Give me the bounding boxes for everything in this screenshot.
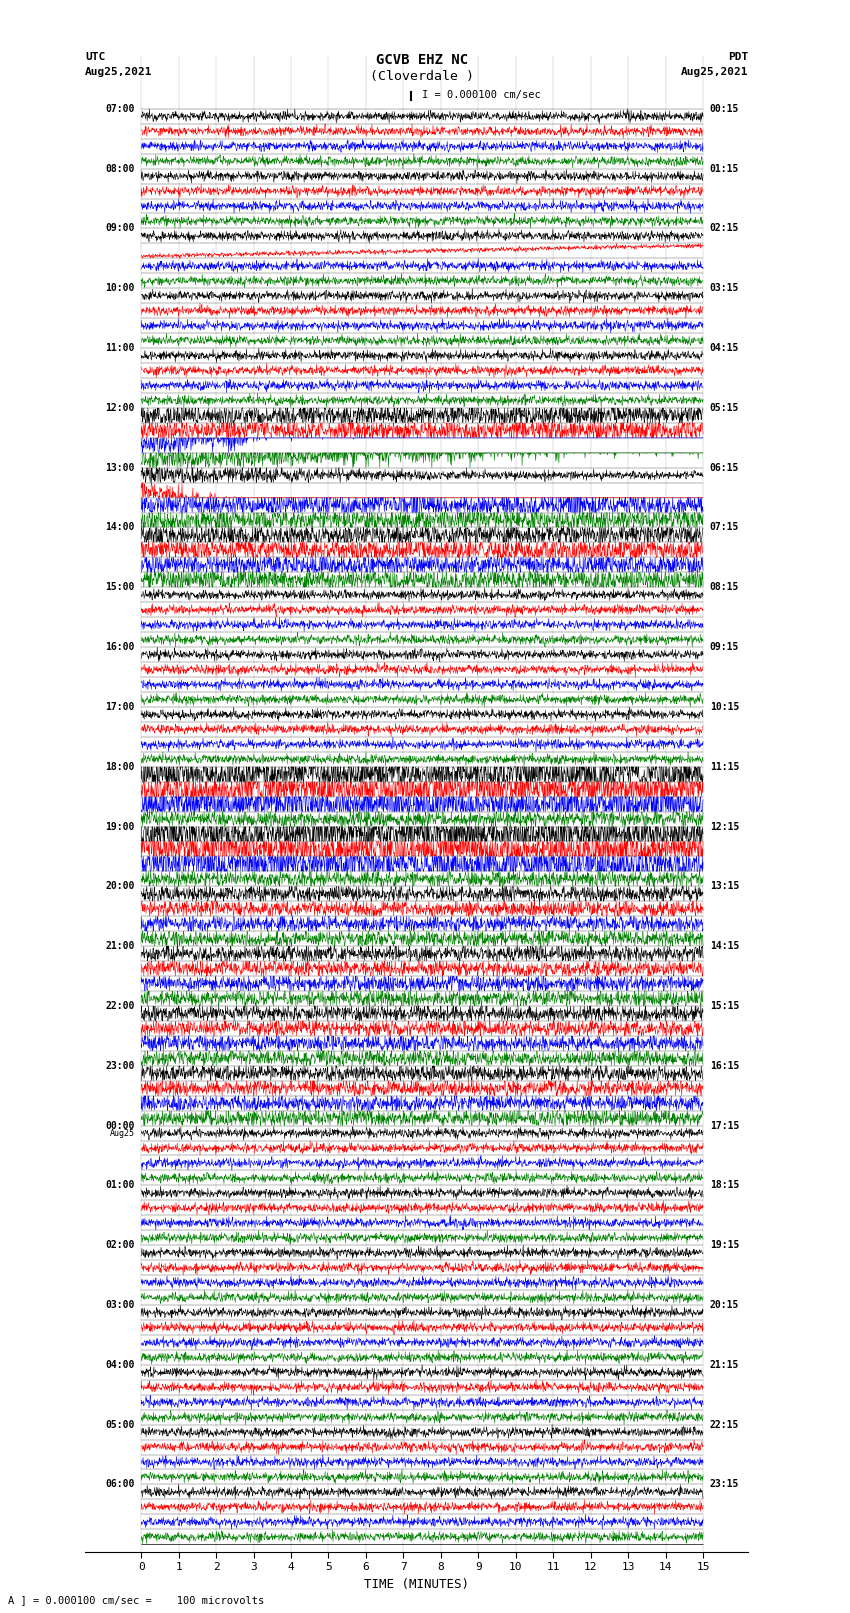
Text: 14:15: 14:15 xyxy=(710,940,740,952)
Text: 12:15: 12:15 xyxy=(710,821,740,832)
Text: 02:15: 02:15 xyxy=(710,224,740,234)
Text: 15:00: 15:00 xyxy=(105,582,134,592)
Text: 11:15: 11:15 xyxy=(710,761,740,771)
Text: 09:00: 09:00 xyxy=(105,224,134,234)
Text: 09:15: 09:15 xyxy=(710,642,740,652)
Text: 00:00: 00:00 xyxy=(105,1121,134,1131)
Text: 01:00: 01:00 xyxy=(105,1181,134,1190)
Text: (Cloverdale ): (Cloverdale ) xyxy=(370,71,474,84)
Text: 08:15: 08:15 xyxy=(710,582,740,592)
Text: 14:00: 14:00 xyxy=(105,523,134,532)
X-axis label: TIME (MINUTES): TIME (MINUTES) xyxy=(364,1578,469,1590)
Text: 17:15: 17:15 xyxy=(710,1121,740,1131)
Text: 21:15: 21:15 xyxy=(710,1360,740,1369)
Text: 21:00: 21:00 xyxy=(105,940,134,952)
Text: 15:15: 15:15 xyxy=(710,1002,740,1011)
Text: 19:15: 19:15 xyxy=(710,1240,740,1250)
Text: GCVB EHZ NC: GCVB EHZ NC xyxy=(376,53,468,66)
Text: 22:00: 22:00 xyxy=(105,1002,134,1011)
Text: 22:15: 22:15 xyxy=(710,1419,740,1429)
Text: 00:15: 00:15 xyxy=(710,103,740,115)
Text: 12:00: 12:00 xyxy=(105,403,134,413)
Text: 13:15: 13:15 xyxy=(710,881,740,892)
Text: 02:00: 02:00 xyxy=(105,1240,134,1250)
Text: UTC: UTC xyxy=(85,53,105,63)
Text: 11:00: 11:00 xyxy=(105,344,134,353)
Text: 05:15: 05:15 xyxy=(710,403,740,413)
Text: 06:00: 06:00 xyxy=(105,1479,134,1489)
Text: 18:15: 18:15 xyxy=(710,1181,740,1190)
Text: PDT: PDT xyxy=(728,53,748,63)
Text: 20:00: 20:00 xyxy=(105,881,134,892)
Text: 23:00: 23:00 xyxy=(105,1061,134,1071)
Text: 18:00: 18:00 xyxy=(105,761,134,771)
Text: Aug25,2021: Aug25,2021 xyxy=(681,68,748,77)
Text: 04:00: 04:00 xyxy=(105,1360,134,1369)
Text: 20:15: 20:15 xyxy=(710,1300,740,1310)
Text: 05:00: 05:00 xyxy=(105,1419,134,1429)
Text: 17:00: 17:00 xyxy=(105,702,134,711)
Text: 08:00: 08:00 xyxy=(105,163,134,174)
Text: Aug25,2021: Aug25,2021 xyxy=(85,68,152,77)
Text: 16:00: 16:00 xyxy=(105,642,134,652)
Text: 07:15: 07:15 xyxy=(710,523,740,532)
Text: 23:15: 23:15 xyxy=(710,1479,740,1489)
Text: 03:15: 03:15 xyxy=(710,284,740,294)
Text: Aug25: Aug25 xyxy=(110,1129,134,1137)
Text: A ] = 0.000100 cm/sec =    100 microvolts: A ] = 0.000100 cm/sec = 100 microvolts xyxy=(8,1595,264,1605)
Text: 10:15: 10:15 xyxy=(710,702,740,711)
Text: 13:00: 13:00 xyxy=(105,463,134,473)
Text: 19:00: 19:00 xyxy=(105,821,134,832)
Text: 04:15: 04:15 xyxy=(710,344,740,353)
Text: 10:00: 10:00 xyxy=(105,284,134,294)
Text: 01:15: 01:15 xyxy=(710,163,740,174)
Text: 16:15: 16:15 xyxy=(710,1061,740,1071)
Text: 06:15: 06:15 xyxy=(710,463,740,473)
Text: 03:00: 03:00 xyxy=(105,1300,134,1310)
Text: I = 0.000100 cm/sec: I = 0.000100 cm/sec xyxy=(422,90,541,100)
Text: 07:00: 07:00 xyxy=(105,103,134,115)
